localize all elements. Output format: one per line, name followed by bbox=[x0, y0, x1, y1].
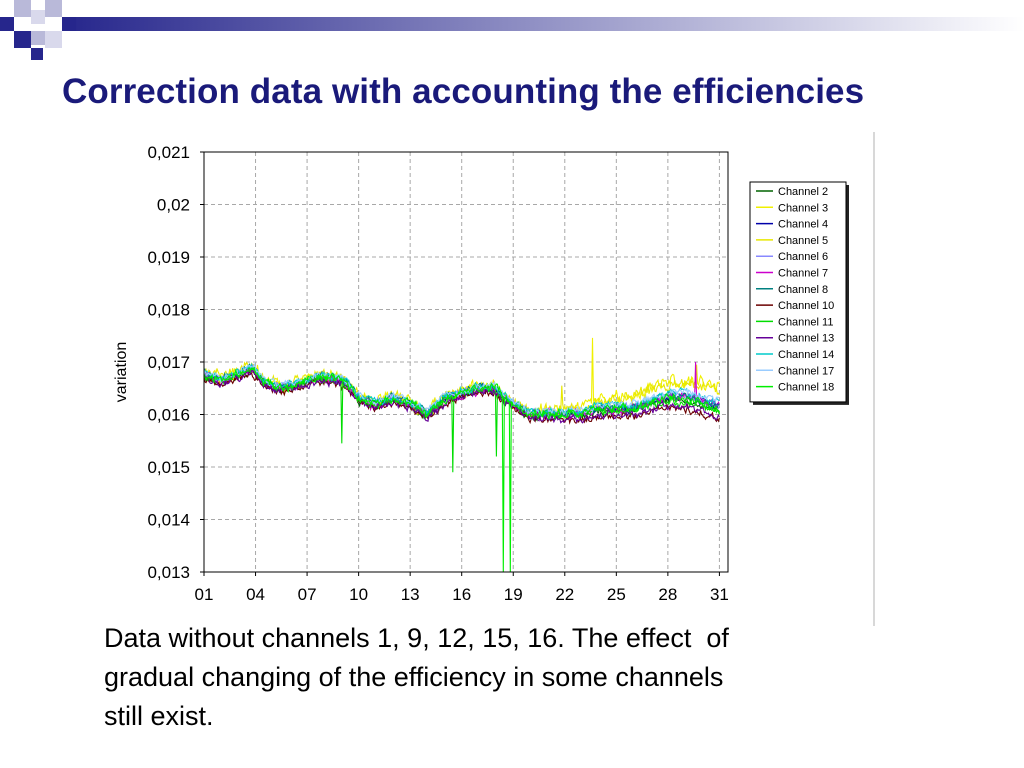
y-tick-label: 0,017 bbox=[147, 353, 190, 372]
series-line bbox=[204, 367, 720, 572]
x-tick-label: 13 bbox=[401, 585, 420, 604]
legend-entry-label: Channel 10 bbox=[778, 300, 834, 312]
y-tick-label: 0,013 bbox=[147, 563, 190, 582]
legend-entry-label: Channel 18 bbox=[778, 382, 834, 394]
caption-line: gradual changing of the efficiency in so… bbox=[104, 662, 724, 692]
legend-entry-label: Channel 2 bbox=[778, 186, 828, 198]
series-line bbox=[204, 363, 720, 416]
caption-line: Data without channels 1, 9, 12, 15, 16. … bbox=[104, 623, 729, 653]
slide-title: Correction data with accounting the effi… bbox=[62, 72, 865, 111]
caption-line: still exist. bbox=[104, 701, 214, 731]
legend-entry-label: Channel 13 bbox=[778, 333, 834, 345]
decor-square bbox=[45, 31, 62, 48]
chart-container: 0,021 0,02 0,019 0,018 0,017 0,016 0,015 0,014 0… bbox=[108, 132, 876, 626]
y-tick-label: 0,019 bbox=[147, 248, 190, 267]
x-tick-label: 16 bbox=[452, 585, 471, 604]
legend-entry-label: Channel 8 bbox=[778, 284, 828, 296]
x-tick-label: 25 bbox=[607, 585, 626, 604]
slide-corner-decoration bbox=[0, 0, 1024, 60]
y-tick-label: 0,02 bbox=[157, 196, 190, 215]
decor-square bbox=[62, 17, 76, 31]
decor-square bbox=[0, 17, 14, 31]
legend-entry-label: Channel 6 bbox=[778, 251, 828, 263]
legend-entry-label: Channel 14 bbox=[778, 349, 834, 361]
plot-border bbox=[203, 151, 729, 573]
decor-square bbox=[31, 10, 45, 24]
decor-square bbox=[31, 48, 43, 60]
y-tick-label: 0,021 bbox=[147, 143, 190, 162]
legend-box bbox=[749, 181, 847, 403]
y-tick-label: 0,014 bbox=[147, 511, 190, 530]
x-tick-label: 28 bbox=[658, 585, 677, 604]
x-tick-label: 31 bbox=[710, 585, 729, 604]
slide-caption: Data without channels 1, 9, 12, 15, 16. … bbox=[104, 619, 924, 736]
decor-square bbox=[14, 31, 31, 48]
top-gradient-bar bbox=[62, 17, 1024, 31]
legend-entry-label: Channel 3 bbox=[778, 202, 828, 214]
decor-square bbox=[14, 0, 31, 17]
legend-entry-label: Channel 7 bbox=[778, 268, 828, 280]
x-tick-label: 04 bbox=[246, 585, 265, 604]
legend-entry-label: Channel 11 bbox=[778, 316, 833, 328]
x-tick-label: 22 bbox=[555, 585, 574, 604]
x-tick-label: 19 bbox=[504, 585, 523, 604]
x-tick-label: 10 bbox=[349, 585, 368, 604]
legend-entry-label: Channel 5 bbox=[778, 235, 828, 247]
x-tick-label: 01 bbox=[195, 585, 214, 604]
legend-entry-label: Channel 4 bbox=[778, 219, 828, 231]
y-tick-label: 0,018 bbox=[147, 301, 190, 320]
legend-entry-label: Channel 17 bbox=[778, 365, 834, 377]
variation-line-chart: 0,021 0,02 0,019 0,018 0,017 0,016 0,015 0,014 0… bbox=[113, 132, 875, 626]
series-line bbox=[204, 369, 720, 424]
decor-square bbox=[31, 31, 45, 45]
decor-square bbox=[45, 0, 62, 17]
y-axis-label: variation bbox=[113, 342, 130, 402]
y-tick-label: 0,016 bbox=[147, 406, 190, 425]
y-tick-label: 0,015 bbox=[147, 458, 190, 477]
x-tick-label: 07 bbox=[298, 585, 317, 604]
